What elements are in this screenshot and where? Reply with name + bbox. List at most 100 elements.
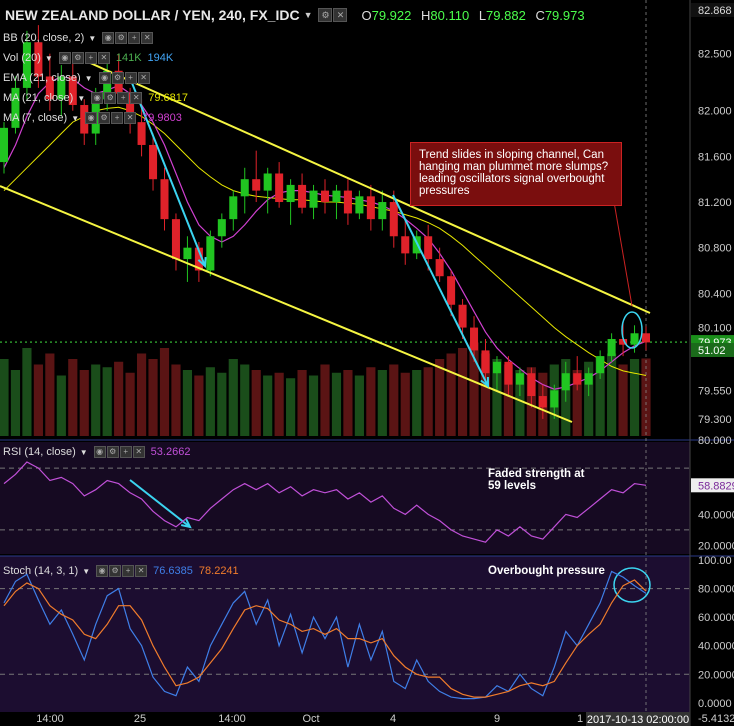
close-icon[interactable]: ✕ [135,565,148,577]
chevron-down-icon[interactable]: ▼ [303,10,313,20]
stoch-k-line [3,570,647,700]
candle-body [309,190,318,208]
volume-tag: 51.02 [698,345,726,357]
add-icon[interactable]: + [128,32,141,44]
volume-bar [91,364,101,436]
stoch-pane [0,556,690,712]
close-icon[interactable]: ✕ [132,446,145,458]
chevron-down-icon[interactable]: ▼ [84,73,93,83]
rsi-annotation: Faded strength at 59 levels [488,468,585,492]
eye-icon[interactable]: ◉ [98,72,111,84]
rsi-legend-label[interactable]: RSI (14, close) [3,446,76,458]
close-icon[interactable]: ✕ [141,32,154,44]
stoch-legend-label[interactable]: Stoch (14, 3, 1) [3,565,79,577]
volume-bar [572,370,582,436]
candle-body [389,202,398,237]
candle-body [298,184,307,208]
candle-body [561,373,570,391]
add-icon[interactable]: + [117,92,130,104]
candle-body [619,338,628,345]
eye-icon[interactable]: ◉ [93,446,106,458]
add-icon[interactable]: + [119,446,132,458]
close-icon[interactable]: ✕ [97,52,110,64]
add-icon[interactable]: + [111,112,124,124]
settings-icon[interactable]: ⚙ [106,446,119,458]
candle-body [68,76,77,106]
rsi-value-tag: 58.8829 [698,480,734,492]
volume-bar [435,359,445,436]
settings-icon[interactable]: ⚙ [109,565,122,577]
add-icon[interactable]: + [122,565,135,577]
volume-bar [205,367,215,436]
settings-icon[interactable]: ⚙ [115,32,128,44]
volume-bar [480,353,491,436]
rsi-tick-label: 20.0000 [698,540,734,552]
candle-body [45,76,54,100]
price-top-tag-bg [691,3,734,17]
eye-icon[interactable]: ◉ [96,565,109,577]
open-value: 79.922 [371,7,412,23]
volume-bar [274,372,284,436]
chevron-down-icon[interactable]: ▼ [44,53,53,63]
chevron-down-icon[interactable]: ▼ [82,566,91,576]
volume-bar [595,356,605,436]
candle-body [504,361,513,385]
volume-bar [343,370,353,436]
eye-icon[interactable]: ◉ [58,52,71,64]
candle-body [229,196,238,220]
chevron-down-icon[interactable]: ▼ [79,447,88,457]
eye-icon[interactable]: ◉ [85,112,98,124]
eye-icon[interactable]: ◉ [91,92,104,104]
close-icon[interactable]: ✕ [124,112,137,124]
volume-bar [240,364,250,436]
volume-bar [320,364,330,436]
volume-bar [56,375,66,436]
settings-icon[interactable]: ⚙ [111,72,124,84]
volume-bar [515,370,525,436]
channel-lower-line [0,185,573,423]
chevron-down-icon[interactable]: ▼ [71,113,80,123]
eye-icon[interactable]: ◉ [102,32,115,44]
volume-bar [308,375,319,436]
candle-body [424,236,433,260]
symbol-title[interactable]: NEW ZEALAND DOLLAR / YEN, 240, FX_IDC [5,7,300,23]
candle-body [286,184,295,203]
settings-icon[interactable]: ⚙ [318,8,333,22]
settings-icon[interactable]: ⚙ [104,92,117,104]
rsi-value: 53.2662 [150,446,191,458]
low-value: 79.882 [486,7,526,23]
settings-icon[interactable]: ⚙ [71,52,84,64]
volume-bar [584,361,594,436]
chevron-down-icon[interactable]: ▼ [77,93,86,103]
legend-label[interactable]: MA (21, close) [3,92,74,104]
close-icon[interactable]: ✕ [333,8,348,22]
legend-label[interactable]: EMA (21, close) [3,72,81,84]
rsi-pane [0,442,690,554]
legend-label[interactable]: Vol (20) [3,52,41,64]
time-tick-label: 14:00 [36,713,64,725]
settings-icon[interactable]: ⚙ [98,112,111,124]
volume-bar [102,367,112,436]
legend-row: BB (20, close, 2) ▼ ◉ ⚙ + ✕ [3,32,154,44]
chevron-down-icon[interactable]: ▼ [88,33,97,43]
volume-bar [159,348,170,436]
close-icon[interactable]: ✕ [137,72,150,84]
close-icon[interactable]: ✕ [130,92,143,104]
candle-body [378,202,387,220]
legend-row: EMA (21, close) ▼ ◉ ⚙ + ✕ [3,72,150,84]
candle-body [458,304,467,328]
legend-label[interactable]: MA (7, close) [3,112,68,124]
volume-bar [457,348,468,436]
legend-row: MA (7, close) ▼ ◉ ⚙ + ✕ 79.9803 [3,112,182,124]
volume-bar [0,359,9,436]
candle-body [366,196,375,220]
candle-body [0,127,9,163]
add-icon[interactable]: + [124,72,137,84]
legend-label[interactable]: BB (20, close, 2) [3,32,85,44]
stoch-d-line [3,579,647,698]
add-icon[interactable]: + [84,52,97,64]
candle-body [80,105,89,134]
volume-bar [263,375,273,436]
